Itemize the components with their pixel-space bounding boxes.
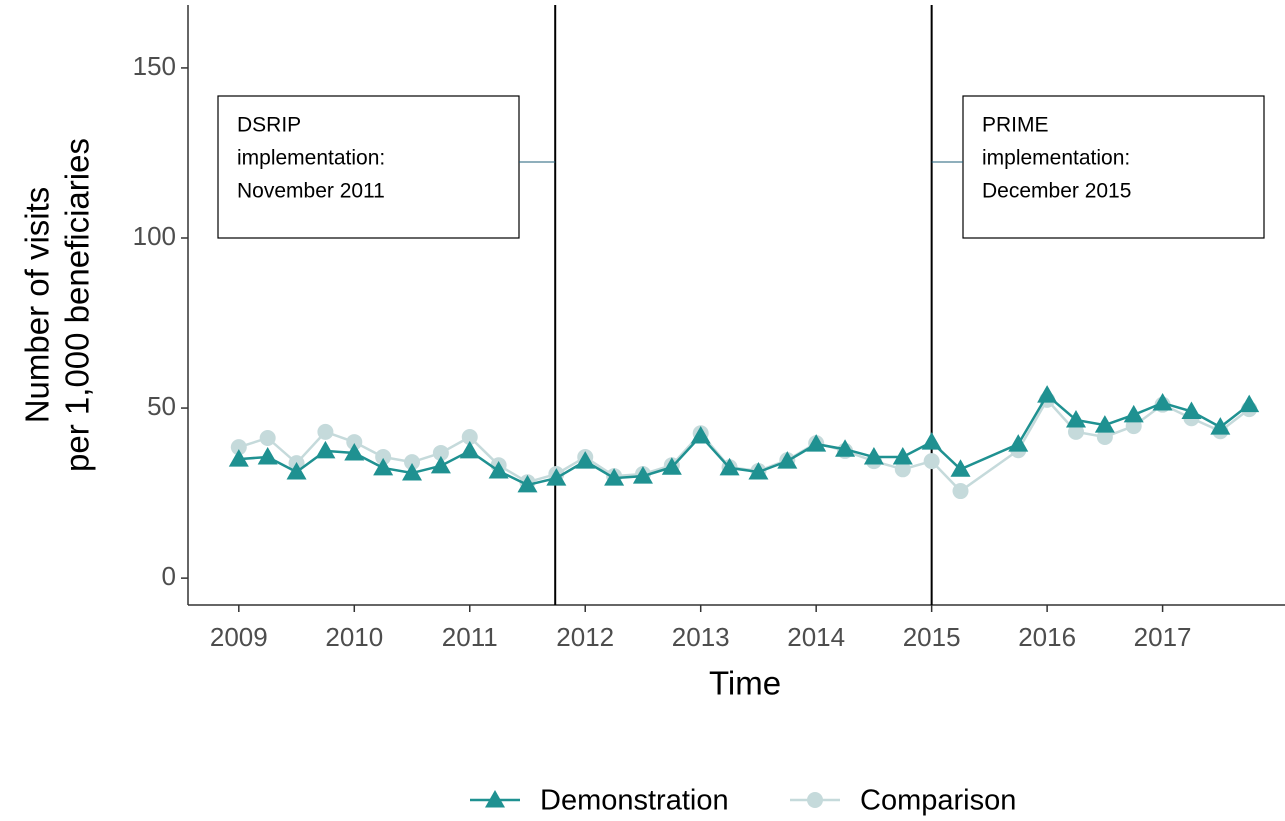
marker bbox=[719, 457, 740, 476]
marker bbox=[228, 449, 249, 467]
marker bbox=[1210, 417, 1231, 435]
annotation-text: DSRIP bbox=[237, 114, 301, 137]
marker bbox=[690, 425, 711, 444]
annotation-text: PRIME bbox=[982, 114, 1049, 137]
marker bbox=[257, 447, 278, 465]
marker bbox=[1096, 428, 1113, 445]
x-tick-label: 2010 bbox=[325, 622, 383, 652]
marker bbox=[777, 451, 798, 469]
x-tick-label: 2013 bbox=[672, 622, 730, 652]
y-tick-label: 150 bbox=[133, 51, 176, 81]
annotation-text: December 2015 bbox=[982, 180, 1131, 203]
annotation-box bbox=[217, 95, 520, 239]
legend-label: Comparison bbox=[860, 785, 1016, 817]
marker bbox=[1008, 434, 1029, 452]
x-tick-label: 2009 bbox=[210, 622, 268, 652]
x-axis-title: Time bbox=[709, 665, 781, 702]
marker bbox=[863, 447, 884, 465]
marker bbox=[432, 444, 449, 461]
marker bbox=[546, 468, 567, 486]
legend-label: Demonstration bbox=[540, 785, 729, 817]
marker bbox=[604, 468, 625, 486]
marker bbox=[806, 434, 827, 452]
marker bbox=[230, 439, 247, 456]
marker bbox=[661, 457, 682, 475]
marker bbox=[317, 423, 334, 440]
y-tick-label: 100 bbox=[133, 221, 176, 251]
legend-item: Demonstration bbox=[470, 785, 729, 817]
annotation-text: implementation: bbox=[237, 147, 385, 170]
legend-marker bbox=[485, 790, 505, 808]
marker bbox=[835, 439, 856, 457]
marker bbox=[459, 440, 480, 459]
marker bbox=[1181, 401, 1202, 419]
marker bbox=[950, 459, 971, 477]
marker bbox=[1037, 385, 1058, 403]
x-tick-label: 2011 bbox=[442, 622, 498, 652]
marker bbox=[1152, 392, 1173, 411]
x-tick-label: 2012 bbox=[556, 622, 614, 652]
marker bbox=[748, 462, 769, 480]
marker bbox=[344, 442, 365, 461]
marker bbox=[402, 463, 423, 481]
legend-item: Comparison bbox=[790, 785, 1016, 817]
annotation-text: November 2011 bbox=[237, 180, 385, 203]
y-axis-title: Number of visits per 1,000 beneficiaries bbox=[19, 138, 96, 472]
y-tick-label: 50 bbox=[147, 391, 176, 421]
marker bbox=[1123, 404, 1144, 423]
x-tick-label: 2017 bbox=[1134, 622, 1192, 652]
marker bbox=[517, 474, 538, 493]
x-tick-label: 2014 bbox=[787, 622, 845, 652]
marker bbox=[286, 462, 307, 480]
marker bbox=[404, 454, 421, 471]
legend-marker bbox=[807, 792, 823, 808]
marker bbox=[1094, 415, 1115, 433]
marker bbox=[259, 429, 276, 446]
y-axis-title-line: per 1,000 beneficiaries bbox=[59, 138, 96, 472]
annotation-box bbox=[962, 95, 1265, 239]
marker bbox=[632, 466, 653, 484]
marker bbox=[488, 460, 509, 479]
y-axis-title-line: Number of visits bbox=[19, 187, 56, 424]
marker bbox=[1065, 409, 1086, 428]
marker bbox=[575, 451, 596, 469]
marker bbox=[430, 455, 451, 474]
marker bbox=[894, 461, 911, 478]
annotation-text: implementation: bbox=[982, 147, 1130, 170]
marker bbox=[373, 457, 394, 476]
marker bbox=[375, 449, 392, 466]
marker bbox=[315, 440, 336, 459]
marker bbox=[461, 428, 478, 445]
marker bbox=[892, 447, 913, 465]
y-tick-label: 0 bbox=[162, 561, 176, 591]
marker bbox=[346, 434, 363, 451]
marker bbox=[923, 453, 940, 470]
x-tick-label: 2016 bbox=[1018, 622, 1076, 652]
marker bbox=[1067, 423, 1084, 440]
marker bbox=[1239, 394, 1260, 413]
marker bbox=[952, 483, 969, 500]
x-tick-label: 2015 bbox=[903, 622, 961, 652]
marker bbox=[921, 432, 942, 450]
series-line bbox=[238, 397, 1250, 493]
